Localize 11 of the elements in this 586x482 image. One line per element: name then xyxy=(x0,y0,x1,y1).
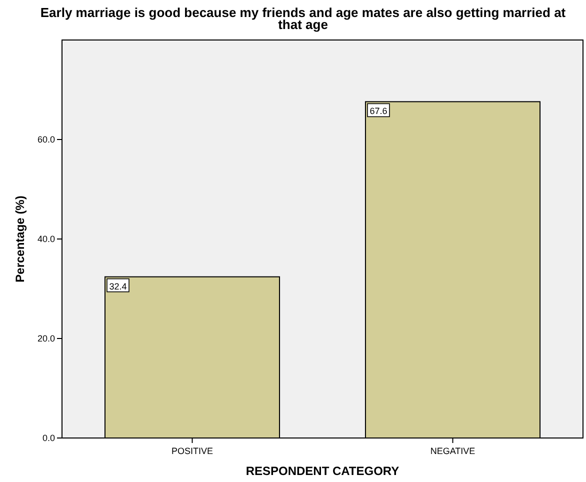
data-label: 32.4 xyxy=(109,281,127,292)
x-axis-title: RESPONDENT CATEGORY xyxy=(246,464,400,478)
data-label: 67.6 xyxy=(370,106,388,116)
x-tick-label: POSITIVE xyxy=(171,446,214,456)
y-tick-label: 20.0 xyxy=(37,333,55,344)
chart-title: Early marriage is good because my friends and age mates are also getting married at that age xyxy=(40,5,566,32)
y-tick-label: 0.0 xyxy=(42,432,55,443)
y-axis-title: Percentage (%) xyxy=(13,196,27,282)
y-tick-label: 40.0 xyxy=(37,234,55,244)
x-tick-label: NEGATIVE xyxy=(430,446,476,456)
y-tick-label: 60.0 xyxy=(37,134,55,144)
